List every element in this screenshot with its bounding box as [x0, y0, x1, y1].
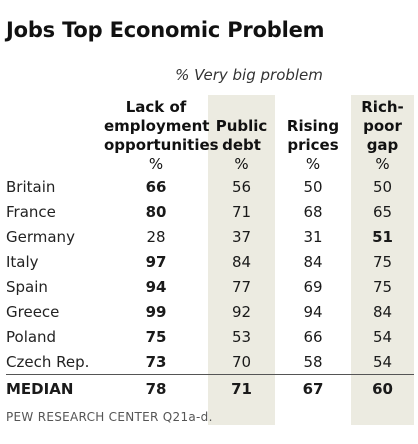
cell-gap: 65	[372, 203, 393, 221]
cell-gap: 75	[372, 253, 393, 271]
header-line: gap	[366, 136, 399, 154]
header-public-debt: Public debt %	[208, 117, 275, 174]
row-country-label: Czech Rep.	[6, 353, 90, 371]
source-note: PEW RESEARCH CENTER Q21a-d.	[6, 410, 213, 424]
cell-debt: 77	[231, 278, 252, 296]
cell-lack: 80	[145, 203, 167, 221]
cell-lack: 99	[145, 303, 167, 321]
cell-gap: 54	[372, 328, 393, 346]
rich-poor-gap-column-shading	[351, 95, 414, 425]
header-line: opportunities	[104, 136, 219, 154]
row-country-label: Germany	[6, 228, 75, 246]
table-body: Britain 66 56 50 50 France 80 71 68 65 Germany 28 37…	[0, 175, 418, 375]
cell-rise: 66	[303, 328, 323, 346]
median-gap: 60	[372, 380, 393, 398]
table-row: Spain 94 77 69 75	[0, 275, 418, 300]
header-line: employment	[104, 117, 210, 135]
cell-debt: 92	[231, 303, 252, 321]
table-row: France 80 71 68 65	[0, 200, 418, 225]
median-rise: 67	[302, 380, 324, 398]
row-country-label: Spain	[6, 278, 48, 296]
header-unit: %	[148, 155, 164, 173]
cell-lack: 28	[146, 228, 166, 246]
median-label: MEDIAN	[6, 380, 74, 398]
header-line: Rich-	[361, 98, 404, 116]
header-line: Rising	[286, 117, 340, 135]
median-lack: 78	[145, 380, 167, 398]
cell-gap: 84	[372, 303, 393, 321]
cell-gap: 50	[372, 178, 393, 196]
cell-rise: 69	[303, 278, 323, 296]
cell-rise: 94	[303, 303, 323, 321]
row-country-label: Greece	[6, 303, 60, 321]
cell-gap: 51	[372, 228, 393, 246]
median-divider	[6, 374, 414, 375]
header-line: poor	[363, 117, 402, 135]
row-country-label: Italy	[6, 253, 39, 271]
chart-title: Jobs Top Economic Problem	[6, 18, 325, 42]
row-country-label: France	[6, 203, 56, 221]
cell-gap: 54	[372, 353, 393, 371]
cell-rise: 31	[303, 228, 323, 246]
header-line: prices	[287, 136, 339, 154]
header-unit: %	[375, 155, 390, 173]
cell-lack: 73	[145, 353, 167, 371]
cell-debt: 53	[231, 328, 252, 346]
header-unit: %	[305, 155, 321, 173]
row-country-label: Poland	[6, 328, 57, 346]
public-debt-column-shading	[208, 95, 275, 425]
table-row: Britain 66 56 50 50	[0, 175, 418, 200]
cell-lack: 66	[145, 178, 167, 196]
header-line: Public	[215, 117, 268, 135]
chart-subtitle: % Very big problem	[175, 66, 323, 84]
header-line: Lack of	[125, 98, 187, 116]
table-row: Italy 97 84 84 75	[0, 250, 418, 275]
cell-debt: 71	[231, 203, 252, 221]
cell-rise: 68	[303, 203, 323, 221]
table-row: Germany 28 37 31 51	[0, 225, 418, 250]
cell-gap: 75	[372, 278, 393, 296]
table-row: Poland 75 53 66 54	[0, 325, 418, 350]
cell-lack: 94	[145, 278, 167, 296]
header-rising-prices: Rising prices %	[275, 117, 351, 174]
cell-debt: 70	[231, 353, 252, 371]
cell-debt: 84	[231, 253, 252, 271]
header-rich-poor-gap: Rich- poor gap %	[351, 98, 414, 174]
cell-lack: 75	[145, 328, 167, 346]
cell-lack: 97	[145, 253, 167, 271]
median-debt: 71	[231, 380, 252, 398]
cell-rise: 84	[303, 253, 323, 271]
row-country-label: Britain	[6, 178, 56, 196]
cell-rise: 58	[303, 353, 323, 371]
header-line: debt	[222, 136, 261, 154]
median-row: MEDIAN 78 71 67 60	[0, 377, 418, 403]
header-unit: %	[234, 155, 249, 173]
table-row: Czech Rep. 73 70 58 54	[0, 350, 418, 375]
cell-debt: 37	[231, 228, 252, 246]
cell-debt: 56	[231, 178, 252, 196]
header-lack-of-employment: Lack of employment opportunities %	[104, 98, 219, 174]
table-row: Greece 99 92 94 84	[0, 300, 418, 325]
cell-rise: 50	[303, 178, 323, 196]
